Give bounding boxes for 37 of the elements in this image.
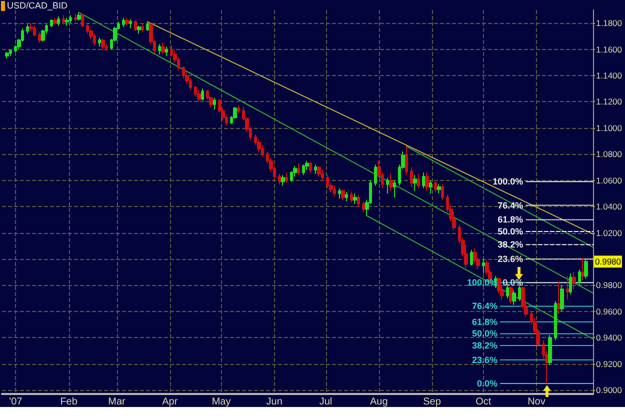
y-tick-label: 1.1200 (596, 96, 622, 107)
y-tick-label: 1.0600 (596, 175, 622, 186)
y-tick-label: 1.0200 (596, 228, 622, 238)
y-tick-label: 0.9400 (596, 332, 622, 343)
series-label: 76.4% (472, 301, 498, 312)
y-tick-label: 0.9800 (596, 280, 622, 290)
series-label: 61.8% (472, 316, 498, 327)
x-tick-label: '07 (9, 396, 23, 408)
series-label: 100.0% (492, 176, 524, 187)
series-label: 61.8% (498, 214, 524, 225)
x-tick-label: May (212, 396, 231, 408)
y-tick-label: 0.9600 (596, 306, 622, 316)
series-label: 38.2% (472, 340, 498, 351)
y-tick-label: 1.0400 (596, 202, 622, 212)
y-tick-label: 1.1000 (596, 122, 622, 133)
y-tick-label: 1.1600 (596, 44, 622, 54)
y-tick-label: 0.9200 (596, 358, 622, 369)
x-tick-label: Oct (476, 396, 492, 408)
series-label: 23.6% (498, 254, 524, 264)
series-label: 23.6% (472, 354, 498, 365)
y-tick-label: 0.9000 (596, 385, 622, 396)
series-label: 50.0% (472, 328, 498, 339)
x-tick-label: Jul (319, 396, 332, 408)
x-tick-label: Jun (266, 396, 282, 408)
series-label: 50.0% (498, 226, 524, 236)
annotation: 0.9980 (595, 256, 622, 267)
x-tick-label: Aug (370, 396, 388, 408)
chart-title: USD/CAD_BID (7, 0, 68, 10)
y-tick-label: 1.0800 (596, 149, 622, 160)
x-tick-label: Apr (162, 396, 178, 408)
x-tick-label: Feb (60, 396, 78, 408)
x-tick-label: Nov (528, 396, 546, 408)
y-tick-label: 1.1400 (596, 70, 622, 81)
x-tick-label: Sep (423, 396, 442, 408)
x-tick-label: Mar (108, 396, 126, 408)
series-label: 0.0% (476, 378, 498, 389)
y-tick-label: 1.1800 (596, 18, 622, 28)
